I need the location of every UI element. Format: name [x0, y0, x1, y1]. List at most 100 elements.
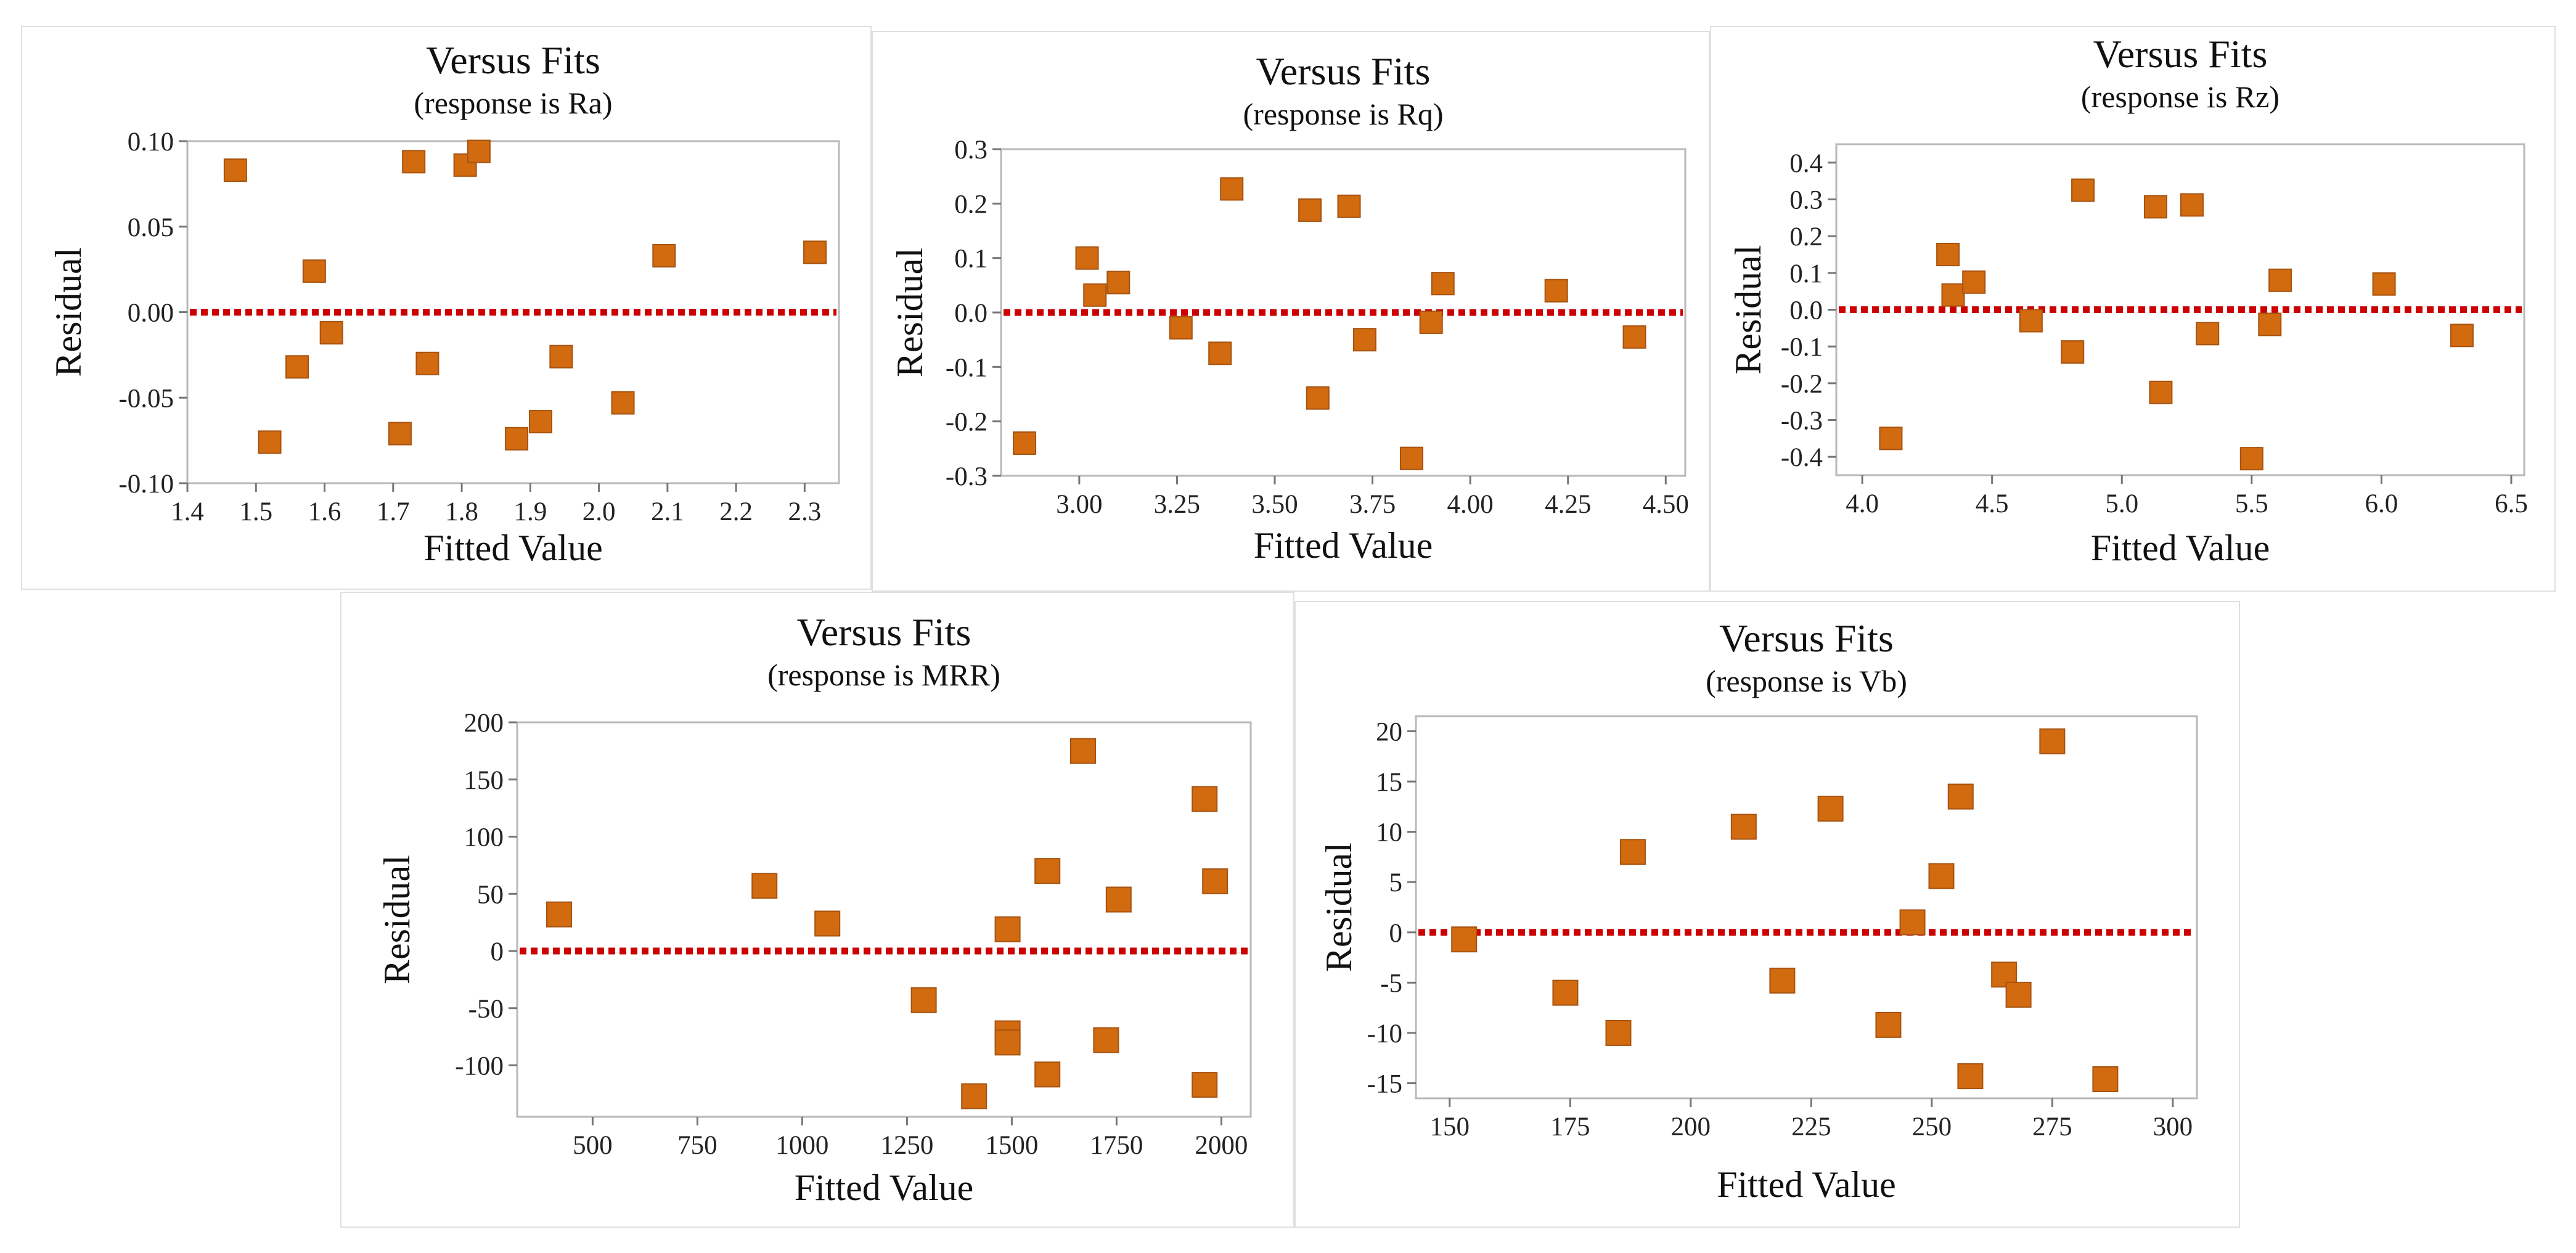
data-point-marker: [2268, 268, 2292, 292]
data-point-marker: [1070, 738, 1096, 764]
x-tick-label: 1250: [880, 1131, 933, 1160]
data-point-marker: [1075, 246, 1099, 270]
scatter-chart: Versus Fits (response is Rq) 0.3 0.2 0.1 0.0 -…: [889, 49, 1689, 566]
data-point-marker: [1947, 783, 1974, 810]
y-tick-label: 50: [477, 880, 504, 909]
data-point-marker: [1202, 868, 1229, 894]
scatter-chart: Versus Fits (response is Vb) 20 15 10 5 0 -5 -10…: [1319, 616, 2198, 1205]
y-tick-label: -0.1: [946, 353, 987, 382]
data-point-marker: [1879, 427, 1903, 451]
y-axis-label: Residual: [48, 248, 89, 377]
data-point-marker: [1013, 431, 1037, 455]
data-point-marker: [402, 150, 426, 174]
x-tick-label: 4.25: [1545, 490, 1591, 519]
y-tick-label: -50: [468, 995, 504, 1024]
data-point-marker: [910, 987, 937, 1013]
x-tick-label: 1.5: [239, 497, 272, 526]
x-tick-label: 250: [1912, 1112, 1952, 1141]
x-tick-label: 4.5: [1976, 489, 2009, 518]
data-point-marker: [1337, 194, 1361, 218]
data-point-marker: [1093, 1027, 1119, 1053]
y-tick-label: 0: [491, 937, 504, 966]
data-point-marker: [2143, 195, 2167, 219]
data-point-marker: [1941, 283, 1965, 307]
x-axis-label: Fitted Value: [2091, 528, 2270, 568]
x-tick-label: 1.9: [513, 497, 547, 526]
y-axis-label: Residual: [1319, 843, 1359, 972]
y-axis-label: Residual: [377, 855, 417, 984]
data-point-marker: [2092, 1066, 2119, 1092]
scatter-chart: Versus Fits (response is Rz) 0.4 0.3 0.2 0.1 0…: [1728, 32, 2528, 568]
x-tick-label: 1750: [1090, 1131, 1143, 1160]
data-point-marker: [1306, 386, 1330, 410]
y-tick-label: 150: [464, 766, 504, 795]
data-point-marker: [505, 427, 529, 451]
x-tick-label: 1.4: [171, 497, 204, 526]
chart-title: Versus Fits: [426, 38, 600, 82]
y-tick-label: 0: [1389, 919, 1403, 948]
x-tick-label: 1500: [985, 1131, 1038, 1160]
data-point-marker: [1619, 839, 1646, 865]
y-tick-label: 100: [464, 823, 504, 852]
y-tick-label: 0.05: [128, 213, 174, 242]
data-point-marker: [285, 355, 309, 379]
data-point-marker: [1034, 858, 1061, 884]
x-tick-label: 3.25: [1154, 490, 1200, 519]
x-tick-label: 200: [1671, 1112, 1711, 1141]
data-point-marker: [1431, 272, 1455, 296]
chart-title: Versus Fits: [1719, 616, 1894, 660]
x-tick-label: 3.75: [1349, 490, 1396, 519]
data-point-marker: [549, 345, 573, 369]
chart-title: Versus Fits: [797, 610, 971, 654]
data-point-marker: [1957, 1063, 1984, 1090]
data-point-marker: [2180, 193, 2204, 217]
x-tick-label: 2.0: [583, 497, 616, 526]
data-point-marker: [1083, 283, 1107, 307]
data-point-marker: [2450, 324, 2474, 348]
x-tick-label: 6.5: [2495, 489, 2528, 518]
x-axis-label: Fitted Value: [423, 528, 603, 568]
y-tick-label: 0.0: [1789, 296, 1823, 325]
y-tick-label: 0.4: [1789, 149, 1823, 178]
x-tick-label: 1.6: [308, 497, 341, 526]
data-point-marker: [994, 916, 1021, 942]
x-tick-label: 1.7: [377, 497, 410, 526]
y-tick-label: 0.10: [128, 128, 174, 157]
y-tick-label: -0.1: [1781, 333, 1823, 362]
x-tick-label: 6.0: [2365, 489, 2398, 518]
y-axis-label: Residual: [889, 248, 930, 377]
data-point-marker: [1552, 979, 1579, 1006]
versus-fits-vb-panel: Versus Fits (response is Vb) 20 15 10 5 0 -5 -10…: [1294, 601, 2240, 1228]
y-tick-label: -100: [455, 1052, 504, 1081]
versus-fits-rz-panel: Versus Fits (response is Rz) 0.4 0.3 0.2 0.1 0…: [1710, 26, 2556, 592]
y-axis-label: Residual: [1728, 245, 1768, 375]
y-tick-label: 5: [1389, 868, 1403, 897]
data-point-marker: [1875, 1011, 1902, 1038]
versus-fits-ra-panel: Versus Fits (response is Ra) 0.10 0.05 0.00 -…: [21, 26, 872, 590]
x-tick-label: 2000: [1195, 1131, 1248, 1160]
data-point-marker: [1605, 1019, 1632, 1046]
plot-area-frame: [1415, 715, 2198, 1100]
x-tick-label: 1.8: [445, 497, 478, 526]
data-point-marker: [2071, 178, 2095, 202]
data-point-marker: [2005, 981, 2032, 1008]
data-point-marker: [1419, 310, 1443, 334]
x-axis-label: Fitted Value: [1254, 525, 1433, 566]
chart-title: Versus Fits: [2093, 32, 2268, 76]
x-tick-label: 5.5: [2235, 489, 2268, 518]
y-tick-label: -0.05: [118, 384, 174, 413]
chart-subtitle: (response is Vb): [1706, 664, 1907, 698]
y-tick-label: -0.3: [946, 462, 987, 491]
data-point-marker: [1208, 341, 1232, 365]
y-tick-label: 0.1: [1789, 259, 1823, 288]
x-tick-label: 4.0: [1846, 489, 1879, 518]
data-point-marker: [1962, 270, 1986, 294]
y-tick-label: 200: [464, 709, 504, 738]
chart-subtitle: (response is Ra): [414, 86, 612, 120]
data-point-marker: [652, 243, 676, 267]
y-tick-label: 0.1: [954, 245, 987, 274]
x-axis-label: Fitted Value: [795, 1167, 974, 1208]
data-point-marker: [546, 901, 572, 928]
data-point-marker: [2258, 312, 2282, 337]
x-tick-label: 4.50: [1643, 490, 1689, 519]
